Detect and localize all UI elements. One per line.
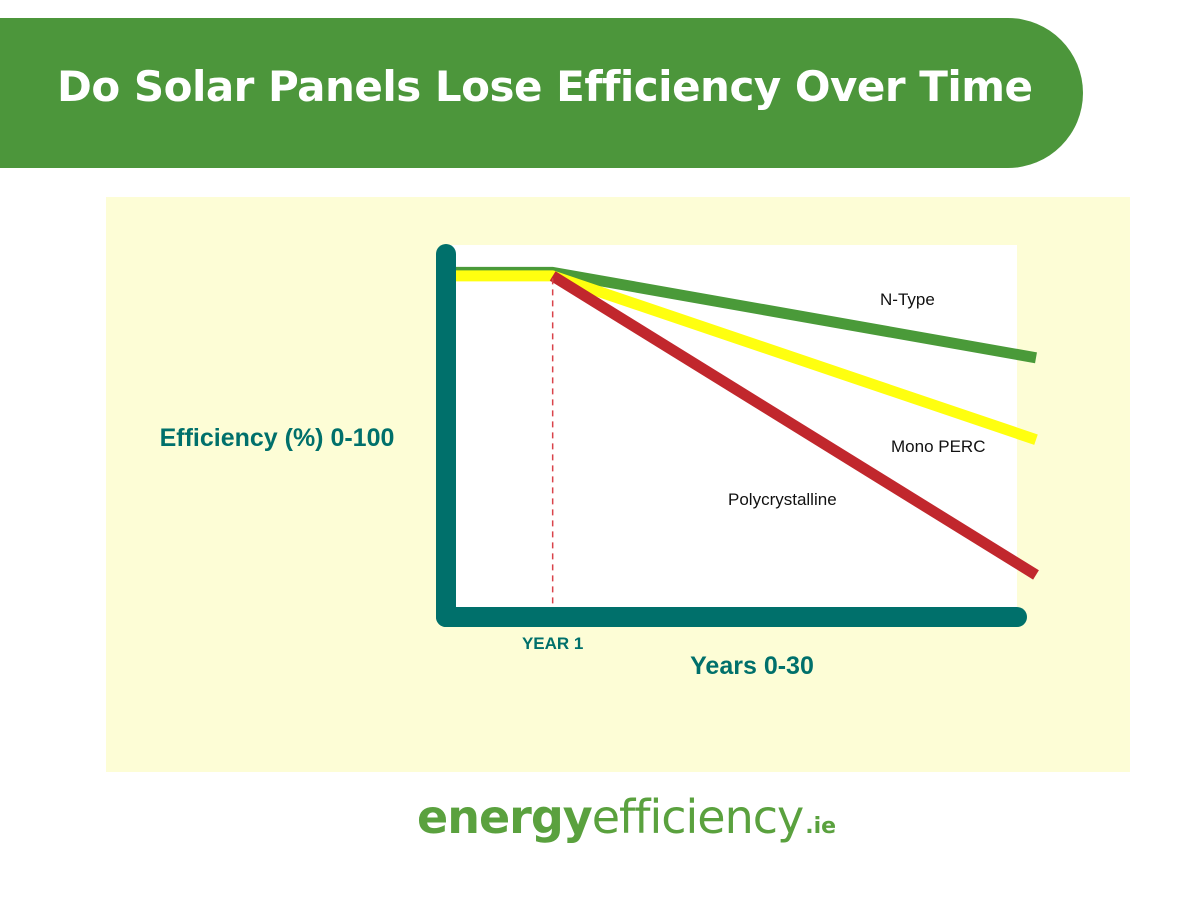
title-banner bbox=[0, 18, 1083, 168]
x-axis-label: Years 0-30 bbox=[690, 652, 814, 680]
y-axis-label: Efficiency (%) 0-100 bbox=[160, 424, 395, 452]
series-label-mono-perc: Mono PERC bbox=[891, 437, 985, 456]
logo-text-tld: .ie bbox=[805, 814, 837, 839]
year-1-label: YEAR 1 bbox=[522, 634, 583, 653]
series-label-polycrystalline: Polycrystalline bbox=[728, 490, 837, 509]
logo-text-efficiency: efficiency bbox=[591, 790, 805, 844]
page-title: Do Solar Panels Lose Efficiency Over Tim… bbox=[57, 62, 1033, 111]
series-line-polycrystalline bbox=[549, 271, 1039, 580]
brand-logo: energyefficiency.ie bbox=[417, 790, 836, 844]
logo-text-energy: energy bbox=[417, 790, 593, 844]
series-label-n-type: N-Type bbox=[880, 290, 935, 309]
